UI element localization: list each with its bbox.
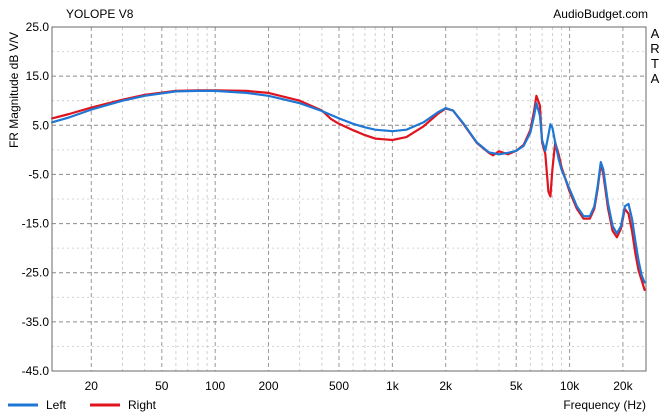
x-tick-label: 200 [258, 379, 278, 393]
legend-label-left: Left [46, 398, 67, 412]
y-tick-label: 5.0 [32, 118, 49, 132]
legend-label-right: Right [128, 398, 157, 412]
y-tick-labels: 25.0 15.0 5.0 -5.0 -15.0 -25.0 -35.0 -45.0 [22, 20, 50, 378]
side-label-letter: A [651, 71, 660, 86]
x-tick-label: 2k [439, 379, 453, 393]
x-tick-labels: 20 50 100 200 500 1k 2k 5k 10k 20k [85, 379, 634, 393]
side-label-letter: R [650, 41, 659, 56]
side-label-letter: A [651, 26, 660, 41]
plot-frame [51, 26, 647, 372]
y-tick-label: -15.0 [22, 217, 50, 231]
x-tick-label: 10k [560, 379, 580, 393]
y-tick-label: -5.0 [28, 167, 49, 181]
x-tick-label: 500 [329, 379, 349, 393]
series-line-right [50, 89, 646, 291]
legend: Left Right [8, 398, 157, 412]
y-tick-label: -45.0 [22, 364, 50, 378]
series-line-left [50, 89, 646, 284]
y-tick-label: 25.0 [26, 20, 50, 34]
y-tick-label: -35.0 [22, 315, 50, 329]
y-axis-label: FR Magnitude dB V/V [7, 32, 21, 148]
x-tick-label: 100 [205, 379, 225, 393]
y-tick-label: -25.0 [22, 266, 50, 280]
side-label-letter: T [651, 56, 659, 71]
x-tick-label: 5k [510, 379, 524, 393]
chart-title: YOLOPE V8 [66, 7, 134, 21]
series-layer [50, 89, 646, 291]
y-tick-label: 15.0 [26, 69, 50, 83]
x-tick-label: 1k [386, 379, 400, 393]
grid [52, 26, 646, 372]
source-label: AudioBudget.com [553, 7, 648, 21]
x-tick-label: 50 [155, 379, 169, 393]
x-tick-label: 20k [613, 379, 633, 393]
x-axis-label: Frequency (Hz) [563, 398, 646, 412]
x-tick-label: 20 [85, 379, 99, 393]
